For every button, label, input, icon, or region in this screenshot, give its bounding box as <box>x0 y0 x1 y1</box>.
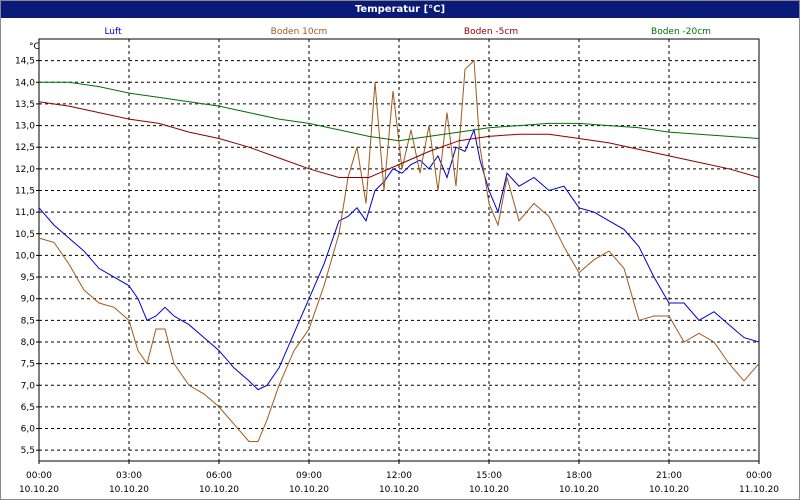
y-tick-label: 7,5 <box>21 360 35 370</box>
y-tick-label: 10,5 <box>15 230 35 240</box>
y-tick-label: 14,5 <box>15 57 35 67</box>
x-tick-label-time: 21:00 <box>656 471 682 481</box>
x-tick-label-time: 00:00 <box>746 471 772 481</box>
x-tick-label-date: 10.10.20 <box>379 485 419 495</box>
y-tick-label: 13,0 <box>15 122 35 132</box>
x-tick-label-time: 18:00 <box>566 471 592 481</box>
y-tick-label: 11,0 <box>15 208 35 218</box>
legend-entry: Boden -20cm <box>651 27 711 37</box>
legend-entry: Boden -5cm <box>464 27 518 37</box>
y-tick-label: 12,0 <box>15 165 35 175</box>
series-line-boden-10cm <box>38 59 760 442</box>
x-tick-label-date: 10.10.20 <box>559 485 599 495</box>
x-tick-label-time: 00:00 <box>26 471 52 481</box>
x-tick-label-date: 10.10.20 <box>19 485 59 495</box>
x-tick-label-date: 10.10.20 <box>109 485 149 495</box>
y-tick-label: 8,5 <box>21 316 35 326</box>
series-line-boden-5cm <box>38 101 760 178</box>
x-tick-label-date: 10.10.20 <box>649 485 689 495</box>
series-line-boden-20cm <box>39 81 760 142</box>
x-tick-label-date: 10.10.20 <box>199 485 239 495</box>
y-tick-label: 6,0 <box>21 425 36 435</box>
y-tick-label: 11,5 <box>15 186 35 196</box>
series-line-luft <box>38 128 760 391</box>
x-tick-label-time: 06:00 <box>206 471 232 481</box>
x-tick-label-time: 12:00 <box>386 471 412 481</box>
y-tick-label: 9,5 <box>21 273 35 283</box>
title-bar <box>1 1 799 18</box>
y-tick-label: 12,5 <box>15 143 35 153</box>
legend-entry: Luft <box>104 27 122 37</box>
x-tick-label-time: 15:00 <box>476 471 502 481</box>
y-tick-label: 7,0 <box>21 381 36 391</box>
y-tick-label: 10,0 <box>15 251 35 261</box>
chart-title: Temperatur [°C] <box>354 4 446 15</box>
y-axis-label: °C <box>29 42 40 52</box>
x-tick-label-date: 10.10.20 <box>469 485 509 495</box>
y-tick-label: 9,0 <box>21 295 36 305</box>
x-tick-label-date: 10.10.20 <box>289 485 329 495</box>
x-tick-label-date: 11.10.20 <box>739 485 779 495</box>
y-tick-label: 13,5 <box>15 100 35 110</box>
x-tick-label-time: 03:00 <box>116 471 142 481</box>
plot-area <box>38 38 760 462</box>
x-tick-label-time: 09:00 <box>296 471 322 481</box>
y-tick-label: 8,0 <box>21 338 36 348</box>
y-tick-label: 5,5 <box>21 446 35 456</box>
legend-entry: Boden 10cm <box>271 27 328 37</box>
y-tick-label: 6,5 <box>21 403 35 413</box>
y-tick-label: 14,0 <box>15 78 35 88</box>
